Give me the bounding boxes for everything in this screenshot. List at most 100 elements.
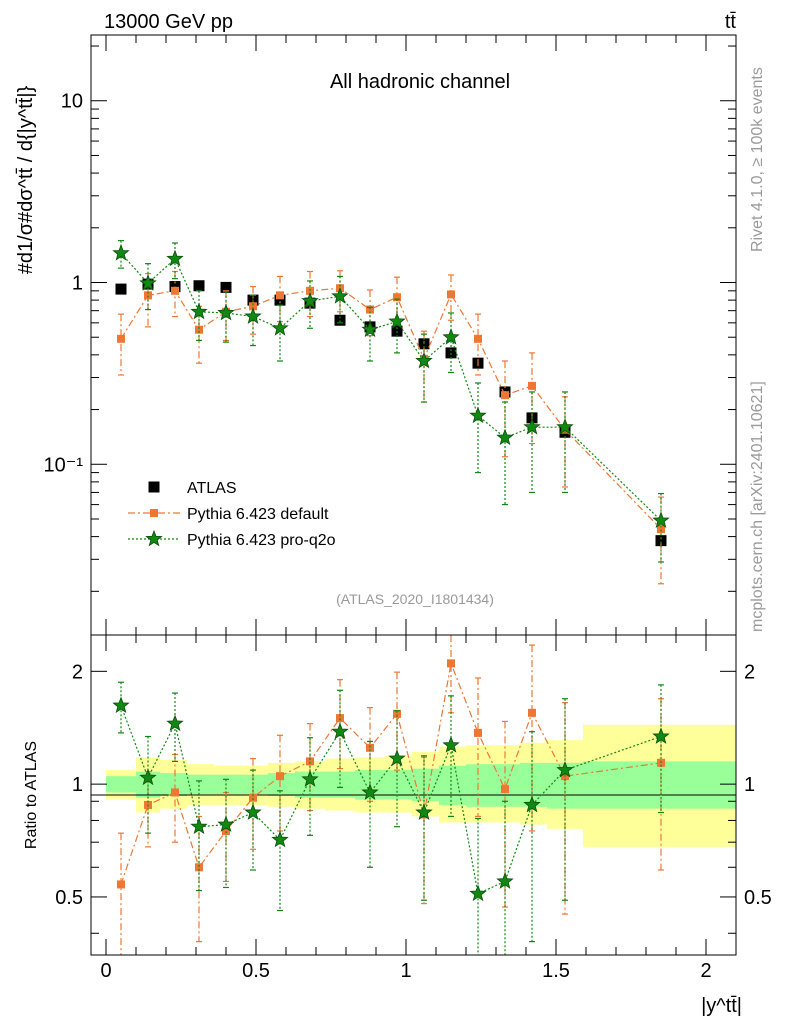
pythia-pro-q2o-ratio-point [331,722,349,740]
main-y-axis-label: #d1/σ#dσ^tt̄ / d{|y^tt̄|} [15,85,37,274]
ratio-y-tick-label-right: 1 [744,774,755,796]
ratio-frame [90,634,737,956]
pythia-default-ratio-line [120,661,662,885]
main-tick-layer: 10⁻¹ 1 10 [44,45,736,592]
pythia-pro-q2o-point [523,418,541,435]
pythia-default-line [120,287,662,530]
pythia-pro-q2o-point [166,249,184,267]
ratio-y-tick-label-left: 2 [72,661,83,683]
pythia-default-point [447,290,455,299]
atlas-data-point [445,347,457,359]
pythia-pro-q2o-point [190,302,208,320]
ratio-panel: 0.5 0.5 1 1 2 2 Ratio to ATLAS [23,634,772,956]
legend-label: Pythia 6.423 default [187,506,329,523]
header-left-label: 13000 GeV pp [104,11,233,33]
ratio-inner-band [466,764,493,807]
pythia-default-ratio-point [366,743,374,752]
ratio-inner-band [268,773,295,796]
ratio-inner-band [187,774,214,795]
pythia-pro-q2o-point [388,312,406,329]
ratio-series-layer [112,635,670,955]
pythia-default-point [195,325,203,334]
pythia-pro-q2o-point [442,328,460,345]
pythia-pro-q2o-ratio-point [217,815,235,832]
main-y-tick-label: 10⁻¹ [44,454,84,476]
pythia-pro-q2o-point [556,418,574,435]
pythia-default-point [276,291,284,300]
pythia-pro-q2o-ratio-point [166,714,184,732]
pythia-default-point [171,286,179,295]
main-series-layer [112,240,670,585]
pythia-default-ratio-point [393,709,401,718]
pythia-pro-q2o-point [496,428,514,446]
ratio-inner-band [439,765,466,805]
pythia-default-point [117,334,125,343]
x-tick-layer: 0 0.5 1 1.5 2 [100,35,737,982]
reference-label: (ATLAS_2020_I1801434) [336,591,494,607]
ratio-inner-band [583,761,736,809]
ratio-inner-band [520,762,547,807]
pythia-default-ratio-point [474,728,482,737]
x-tick-label: 2 [700,960,711,982]
pythia-pro-q2o-ratio-point [388,749,406,767]
ratio-inner-band [160,773,187,796]
pythia-default-point [474,334,482,343]
legend-marker [150,509,158,517]
pythia-pro-q2o-ratio-point [652,727,670,744]
main-y-tick-label: 1 [72,273,83,295]
ratio-y-tick-label-right: 0.5 [744,887,772,909]
pythia-pro-q2o-ratio-point [112,696,130,714]
ratio-tick-layer: 0.5 0.5 1 1 2 2 [55,661,772,934]
ratio-y-axis-label: Ratio to ATLAS [23,741,40,849]
pythia-default-ratio-point [195,863,203,872]
pythia-default-ratio-point [336,714,344,723]
pythia-default-point [528,381,536,390]
legend-marker [148,481,160,493]
pythia-pro-q2o-point [217,303,235,321]
pythia-pro-q2o-point [652,511,670,529]
pythia-pro-q2o-point [469,406,487,424]
pythia-default-point [249,302,257,311]
pythia-default-ratio-point [249,793,257,802]
pythia-default-point [393,293,401,302]
x-axis-label: |y^tt̄| [701,995,742,1017]
mcplots-label: mcplots.cern.ch [arXiv:2401.10621] [749,381,766,632]
pythia-pro-q2o-ratio-point [190,817,208,835]
pythia-pro-q2o-point [415,351,433,369]
pythia-pro-q2o-point [301,291,319,309]
pythia-pro-q2o-ratio-point [271,830,289,848]
pythia-pro-q2o-point [112,244,130,261]
atlas-data-point [193,280,205,292]
atlas-data-point [655,535,667,547]
legend-label: ATLAS [187,480,237,497]
pythia-pro-q2o-ratio-line [120,705,662,895]
legend-marker [145,529,163,547]
atlas-data-point [274,294,286,306]
ratio-y-tick-label-right: 2 [744,661,755,683]
pythia-default-ratio-point [501,785,509,794]
pythia-pro-q2o-ratio-point [442,736,460,753]
pythia-default-ratio-point [276,772,284,781]
pythia-pro-q2o-point [361,320,379,338]
pythia-pro-q2o-point [331,287,349,304]
pythia-pro-q2o-ratio-point [523,795,541,813]
pythia-default-point [366,305,374,314]
atlas-data-point [115,283,127,295]
pythia-pro-q2o-ratio-point [469,884,487,902]
pythia-default-point [657,525,665,534]
pythia-default-ratio-point [117,880,125,889]
pythia-pro-q2o-point [139,274,157,291]
atlas-data-point [334,314,346,326]
pythia-default-point [501,391,509,400]
main-title: All hadronic channel [330,71,510,93]
pythia-default-ratio-point [222,826,230,835]
pythia-default-point [144,291,152,300]
pythia-default-ratio-point [447,659,455,668]
ratio-inner-band [214,774,241,795]
pythia-pro-q2o-point [244,307,262,324]
pythia-default-ratio-point [171,788,179,797]
pythia-pro-q2o-ratio-point [361,783,379,800]
x-tick-label: 0 [100,960,111,982]
ratio-y-tick-label-left: 1 [72,774,83,796]
